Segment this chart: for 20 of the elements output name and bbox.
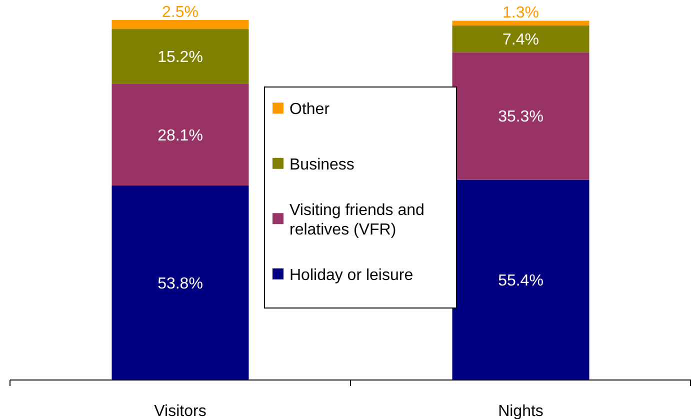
bar	[112, 186, 249, 380]
data-label: 1.3%	[502, 4, 539, 22]
data-label: 28.1%	[158, 127, 203, 144]
data-label: 15.2%	[158, 49, 203, 66]
legend-label: Holiday or leisure	[290, 266, 414, 284]
data-label: 2.5%	[162, 4, 198, 21]
data-label: 7.4%	[502, 31, 539, 48]
x-tick-label: Nights	[498, 403, 544, 419]
legend-label: Other	[290, 101, 330, 118]
bar	[112, 84, 249, 186]
x-tick-label: Visitors	[154, 403, 206, 419]
data-label: 55.4%	[498, 272, 544, 290]
bar	[112, 29, 249, 84]
bar	[452, 25, 590, 52]
legend-label: Business	[290, 156, 354, 174]
bar	[452, 20, 590, 26]
data-label: 35.3%	[498, 108, 544, 126]
legend-label: Visiting friends and relatives (VFR)	[290, 202, 424, 238]
bar	[112, 20, 249, 30]
data-label: 53.8%	[158, 275, 203, 292]
